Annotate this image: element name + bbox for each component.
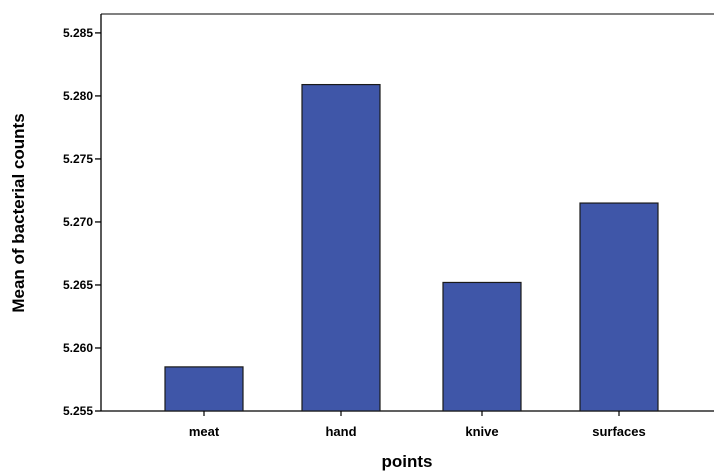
y-tick-label: 5.270 [63,215,93,229]
x-axis-title: points [382,452,433,471]
y-ticks: 5.255 5.260 5.265 5.270 5.275 5.280 5.285 [63,26,101,418]
bar-hand [301,83,381,412]
bar-surfaces [579,202,659,412]
x-category-label: hand [325,424,356,439]
y-axis-title: Mean of bacterial counts [9,113,28,312]
y-tick-label: 5.255 [63,404,93,418]
y-tick-label: 5.265 [63,278,93,292]
bars [164,83,659,412]
bar-meat [164,366,244,412]
y-tick-label: 5.260 [63,341,93,355]
x-category-label: surfaces [592,424,645,439]
y-tick-label: 5.280 [63,89,93,103]
x-category-label: meat [189,424,220,439]
bar-knive [442,281,522,412]
y-tick-label: 5.285 [63,26,93,40]
x-category-labels: meat hand knive surfaces [189,411,646,439]
x-category-label: knive [465,424,498,439]
y-tick-label: 5.275 [63,152,93,166]
